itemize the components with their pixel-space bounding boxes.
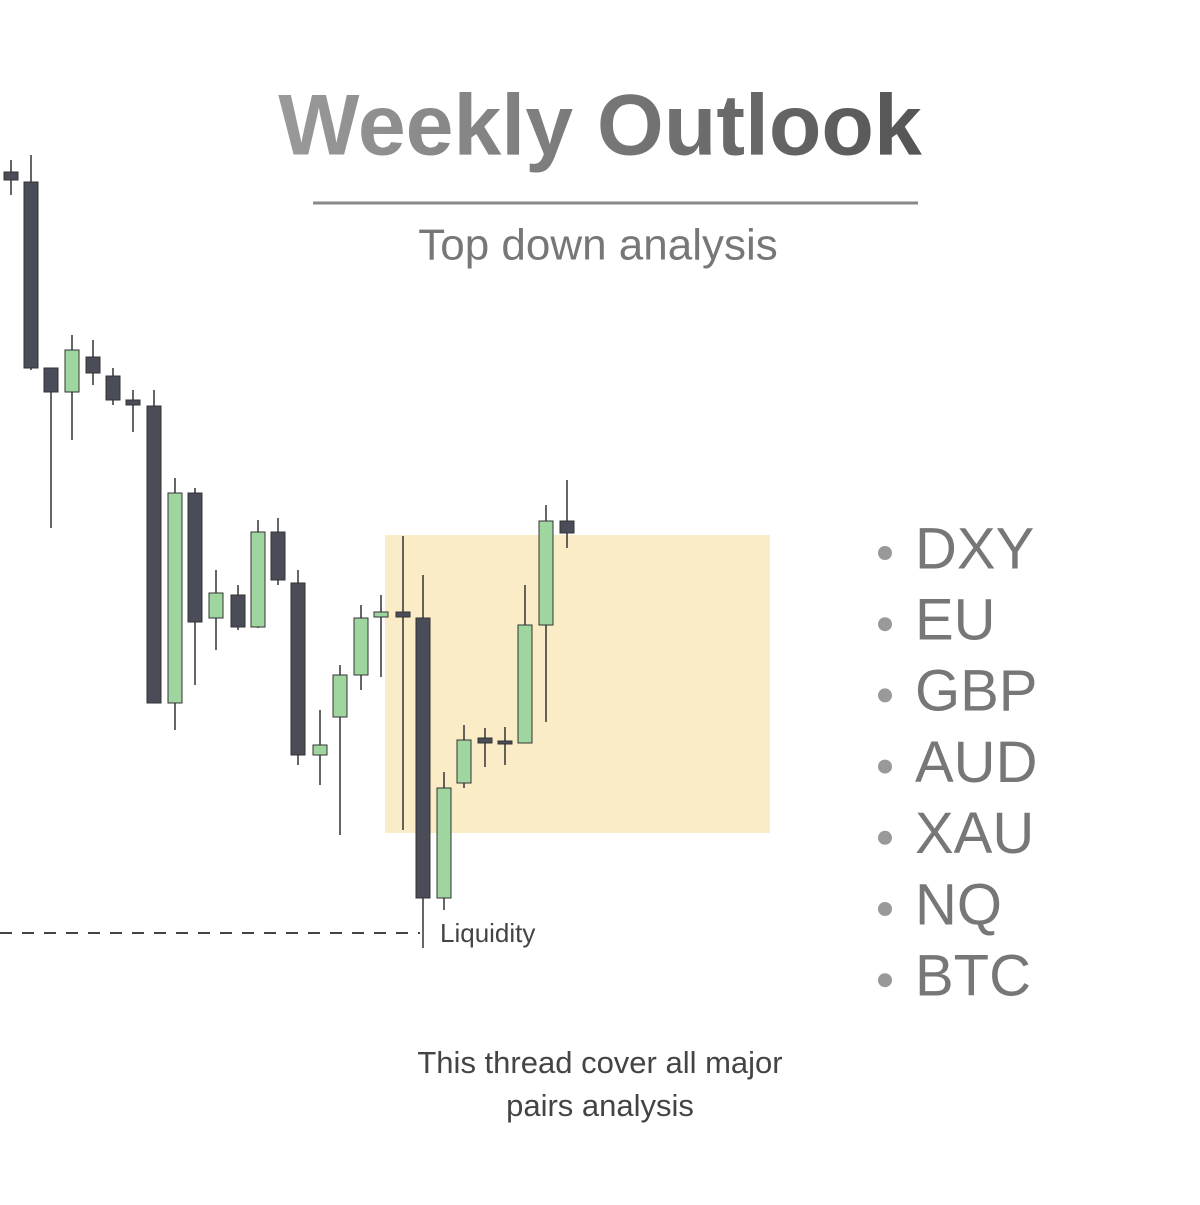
pair-item: AUD xyxy=(915,730,1037,795)
candle-body xyxy=(85,356,101,374)
candle-body xyxy=(250,531,266,628)
bullet xyxy=(878,617,892,632)
bullet xyxy=(878,688,892,703)
footer-line: This thread cover all major xyxy=(417,1045,782,1080)
title: Weekly Outlook xyxy=(278,78,922,174)
footer-line: pairs analysis xyxy=(506,1088,694,1123)
candle-body xyxy=(3,171,19,181)
candle-body xyxy=(290,582,306,756)
pair-item: NQ xyxy=(915,872,1002,937)
bullet xyxy=(878,973,892,988)
candle-body xyxy=(167,492,183,704)
candle-body xyxy=(125,399,141,406)
bullet xyxy=(878,759,892,774)
zone xyxy=(385,535,770,833)
candle-body xyxy=(208,592,224,619)
pair-item: BTC xyxy=(915,944,1031,1009)
candle-body xyxy=(270,531,286,581)
candle-body xyxy=(373,611,389,618)
candle-body xyxy=(456,739,472,784)
candles xyxy=(3,155,575,948)
subtitle: Top down analysis xyxy=(418,221,778,270)
candle-body xyxy=(477,737,493,744)
pair-item: XAU xyxy=(915,801,1034,866)
pair-item: EU xyxy=(915,588,996,653)
bullet xyxy=(878,546,892,560)
pair-item: DXY xyxy=(915,516,1034,581)
candle-body xyxy=(395,611,411,618)
candle-body xyxy=(230,594,246,628)
candle-body xyxy=(332,674,348,718)
bullet xyxy=(878,902,892,916)
candle-body xyxy=(538,520,554,626)
candle-body xyxy=(187,492,203,623)
candle-body xyxy=(415,617,431,899)
candle-body xyxy=(497,740,513,745)
candle-body xyxy=(43,367,59,393)
candle-body xyxy=(64,349,80,393)
candle-body xyxy=(517,624,533,744)
candle-body xyxy=(436,787,452,899)
candle-body xyxy=(146,405,162,704)
candle-body xyxy=(23,181,39,369)
candle-body xyxy=(312,744,328,756)
candle-body xyxy=(353,617,369,676)
candle-body xyxy=(559,520,575,534)
bullet xyxy=(878,830,892,845)
pair-item: GBP xyxy=(915,659,1038,724)
candle-body xyxy=(105,375,121,401)
liquidity-label: Liquidity xyxy=(440,918,535,948)
